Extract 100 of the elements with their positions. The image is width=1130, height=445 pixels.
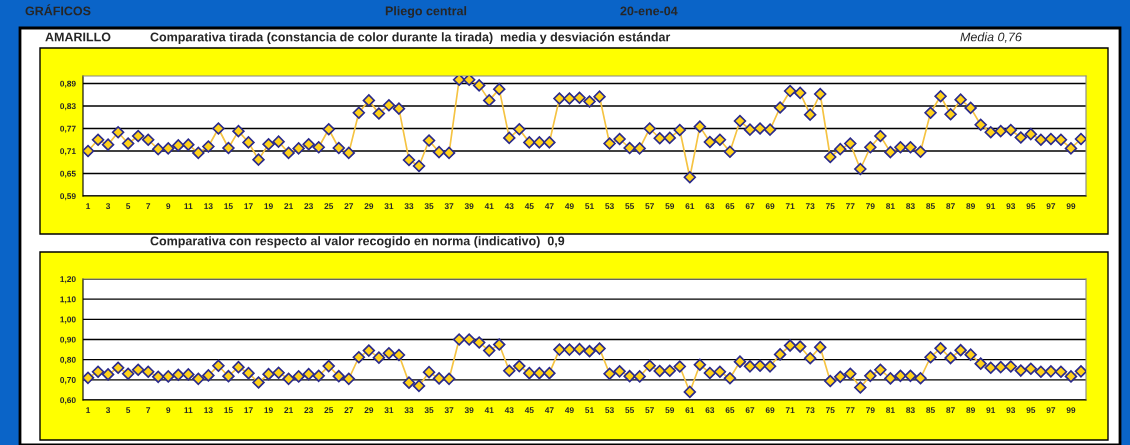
x-tick-label: 37 xyxy=(444,203,454,210)
x-tick-label: 3 xyxy=(105,407,111,414)
y-tick-label: 0,65 xyxy=(60,170,76,178)
x-tick-label: 69 xyxy=(765,203,775,210)
x-tick-label: 9 xyxy=(166,203,171,210)
x-tick-label: 45 xyxy=(524,407,534,414)
x-tick-label: 99 xyxy=(1066,407,1076,414)
x-tick-label: 13 xyxy=(204,203,213,210)
x-tick-label: 73 xyxy=(805,203,815,210)
x-tick-label: 93 xyxy=(1006,203,1016,210)
x-tick-label: 95 xyxy=(1026,407,1036,414)
x-tick-label: 99 xyxy=(1066,203,1076,210)
text: 20-ene-04 xyxy=(620,6,678,16)
x-tick-label: 65 xyxy=(725,407,735,414)
x-tick-label: 29 xyxy=(364,203,374,210)
x-tick-label: 5 xyxy=(126,203,131,210)
x-tick-label: 57 xyxy=(645,407,654,414)
x-tick-label: 35 xyxy=(424,407,434,414)
x-tick-label: 11 xyxy=(184,407,193,413)
x-tick-label: 15 xyxy=(224,407,233,414)
x-tick-label: 79 xyxy=(866,203,875,210)
x-tick-label: 17 xyxy=(244,407,253,413)
x-tick-label: 67 xyxy=(745,407,755,414)
x-tick-label: 21 xyxy=(284,407,294,413)
y-tick-label: 0,83 xyxy=(60,103,76,111)
x-tick-label: 61 xyxy=(685,407,695,414)
x-tick-label: 43 xyxy=(504,203,514,210)
x-tick-label: 33 xyxy=(404,203,414,210)
x-tick-label: 79 xyxy=(866,407,875,414)
x-tick-label: 67 xyxy=(745,203,755,210)
x-tick-label: 13 xyxy=(204,407,213,414)
x-tick-label: 49 xyxy=(564,203,574,210)
x-tick-label: 9 xyxy=(166,407,171,414)
x-tick-label: 31 xyxy=(384,407,394,414)
x-tick-label: 85 xyxy=(926,407,935,414)
x-tick-label: 77 xyxy=(846,203,855,209)
x-tick-label: 77 xyxy=(846,407,855,413)
x-tick-label: 49 xyxy=(564,407,574,414)
x-tick-label: 83 xyxy=(906,203,915,210)
x-tick-label: 45 xyxy=(524,203,534,210)
x-tick-label: 75 xyxy=(825,203,835,210)
y-tick-label: 0,77 xyxy=(60,125,76,133)
x-tick-label: 5 xyxy=(126,407,131,414)
x-tick-label: 27 xyxy=(344,203,354,209)
text: GRÁFICOS xyxy=(25,4,91,16)
y-tick-label: 1,20 xyxy=(60,276,76,284)
x-tick-label: 87 xyxy=(946,407,955,414)
x-tick-label: 19 xyxy=(264,203,273,210)
x-tick-label: 21 xyxy=(284,203,294,209)
x-tick-label: 87 xyxy=(946,203,955,210)
x-tick-label: 91 xyxy=(986,203,996,210)
x-tick-label: 41 xyxy=(484,203,494,209)
x-tick-label: 97 xyxy=(1046,203,1056,210)
x-tick-label: 73 xyxy=(805,407,815,414)
y-tick-label: 0,90 xyxy=(60,336,76,344)
x-tick-label: 37 xyxy=(444,407,454,414)
x-tick-label: 51 xyxy=(585,407,594,414)
x-tick-label: 3 xyxy=(105,203,111,210)
x-tick-label: 25 xyxy=(324,203,334,210)
x-tick-label: 53 xyxy=(605,203,614,210)
x-tick-label: 95 xyxy=(1026,203,1036,210)
x-tick-label: 57 xyxy=(645,203,654,210)
x-tick-label: 83 xyxy=(906,407,915,414)
x-tick-label: 17 xyxy=(244,203,253,209)
y-tick-label: 0,59 xyxy=(60,193,76,201)
x-tick-label: 47 xyxy=(544,407,554,413)
text: Media 0,76 xyxy=(960,32,1022,43)
y-tick-label: 0,89 xyxy=(60,80,76,88)
chart-title: Comparativa tirada (constancia de color durante la tirada) media y desviación estándar xyxy=(150,32,671,44)
x-tick-label: 59 xyxy=(665,407,675,414)
x-tick-label: 23 xyxy=(304,203,314,210)
x-tick-label: 35 xyxy=(424,203,434,210)
x-tick-label: 43 xyxy=(504,407,514,414)
x-tick-label: 7 xyxy=(146,407,151,413)
y-tick-label: 1,00 xyxy=(60,316,76,324)
x-tick-label: 91 xyxy=(986,407,996,414)
x-tick-label: 19 xyxy=(264,407,273,414)
x-tick-label: 97 xyxy=(1046,407,1056,414)
x-tick-label: 51 xyxy=(585,203,594,210)
y-tick-label: 1,10 xyxy=(60,296,76,304)
x-tick-label: 15 xyxy=(224,203,233,210)
y-tick-label: 0,71 xyxy=(60,148,76,156)
x-tick-label: 59 xyxy=(665,203,675,210)
x-tick-label: 89 xyxy=(966,407,975,414)
x-tick-label: 93 xyxy=(1006,407,1016,414)
x-tick-label: 41 xyxy=(484,407,494,413)
x-tick-label: 29 xyxy=(364,407,374,414)
x-tick-label: 1 xyxy=(86,407,91,413)
x-tick-label: 25 xyxy=(324,407,334,414)
x-tick-label: 63 xyxy=(705,203,715,210)
y-tick-label: 0,60 xyxy=(60,397,76,405)
x-tick-label: 11 xyxy=(184,203,193,209)
x-tick-label: 27 xyxy=(344,407,354,413)
x-tick-label: 55 xyxy=(625,203,635,210)
x-tick-label: 69 xyxy=(765,407,775,414)
x-tick-label: 63 xyxy=(705,407,715,414)
x-tick-label: 39 xyxy=(464,407,474,414)
x-tick-label: 7 xyxy=(146,203,151,209)
text: AMARILLO xyxy=(45,32,111,42)
x-tick-label: 65 xyxy=(725,203,735,210)
